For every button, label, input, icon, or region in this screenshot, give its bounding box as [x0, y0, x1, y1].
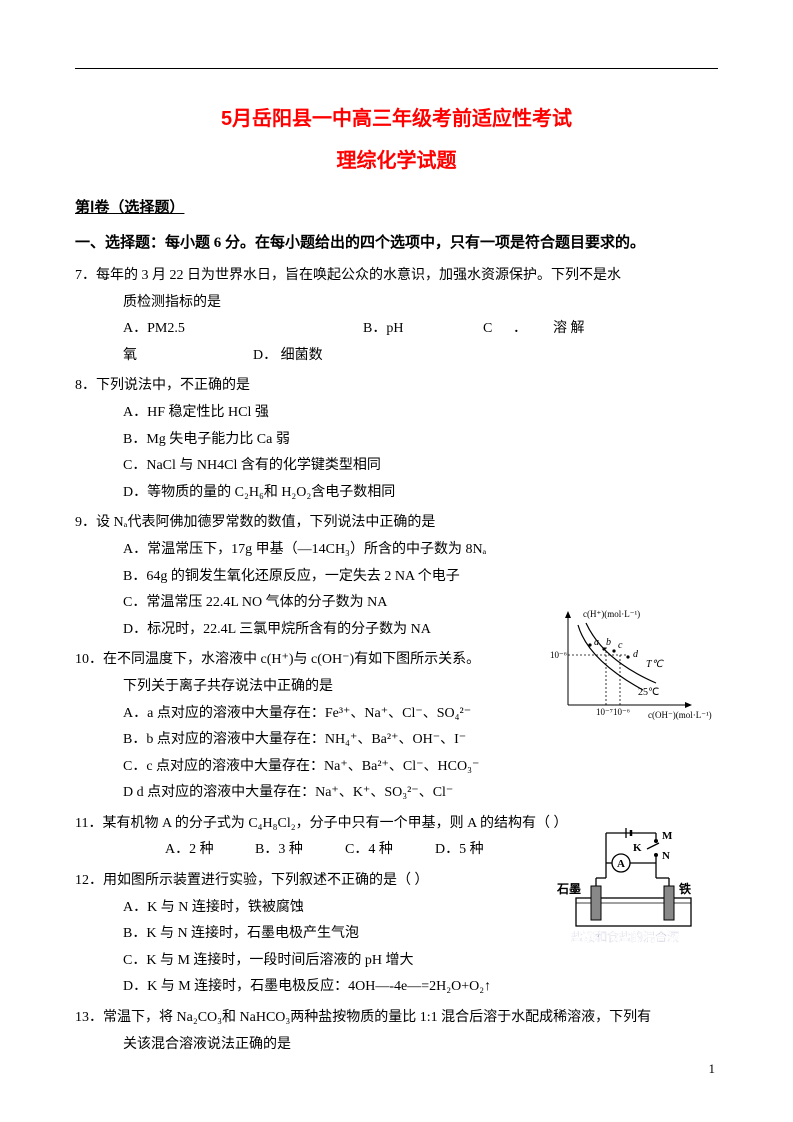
question-13: 13．常温下，将 Na₂CO₃和 NaHCO₃两种盐按物质的量比 1:1 混合后…: [75, 1005, 718, 1058]
section-1-header: 第Ⅰ卷（选择题）: [75, 194, 718, 223]
q7-opt-c-dot: ．: [513, 316, 553, 343]
q11-text: 某有机物 A 的分子式为 C₄H₈Cl₂，分子中只有一个甲基，则 A 的结构有（…: [102, 816, 567, 831]
graph2-n: N: [662, 850, 670, 862]
graph1-temp: T℃: [646, 659, 665, 670]
graph2-left-label: 石墨: [556, 882, 581, 896]
q11-opt-b: B．3 种: [255, 837, 345, 864]
q10-line2: 下列关于离子共存说法中正确的是: [75, 674, 495, 701]
q12-text: 用如图所示装置进行实验，下列叙述不正确的是（ ）: [103, 873, 429, 888]
q13-text1: 常温下，将 Na₂CO₃和 NaHCO₃两种盐按物质的量比 1:1 混合后溶于水…: [103, 1010, 651, 1025]
q7-options-row1: A．PM2.5 B．pH C ． 溶 解: [75, 316, 718, 343]
q8-opt-a: A．HF 稳定性比 HCl 强: [75, 400, 718, 427]
exam-title-sub: 理综化学试题: [75, 142, 718, 180]
q7-opt-d: D． 细菌数: [253, 343, 323, 370]
q7-opt-b: B．pH: [363, 316, 483, 343]
graph1-xlabel: c(OH⁻)(mol·L⁻¹): [648, 710, 712, 720]
q7-opt-c-letter: C: [483, 316, 513, 343]
q8-number: 8．: [75, 378, 96, 393]
q9-text: 设 Nₐ代表阿佛加德罗常数的数值，下列说法中正确的是: [96, 515, 435, 530]
q7-options-row2: 氧 D． 细菌数: [75, 343, 718, 370]
q7-opt-c-text: 溶 解: [553, 316, 585, 343]
graph1-xtick1: 10⁻⁷: [596, 707, 613, 717]
question-8: 8．下列说法中，不正确的是 A．HF 稳定性比 HCl 强 B．Mg 失电子能力…: [75, 373, 718, 506]
q11-number: 11．: [75, 816, 102, 831]
q9-line: 9．设 Nₐ代表阿佛加德罗常数的数值，下列说法中正确的是: [75, 510, 718, 537]
q12-number: 12．: [75, 873, 103, 888]
q8-line: 8．下列说法中，不正确的是: [75, 373, 718, 400]
q12-line: 12．用如图所示装置进行实验，下列叙述不正确的是（ ）: [75, 868, 495, 895]
graph1-ylabel: c(H⁺)(mol·L⁻¹): [583, 609, 640, 619]
graph2-k: K: [633, 842, 642, 854]
q10-opt-a: A．a 点对应的溶液中大量存在：Fe³⁺、Na⁺、Cl⁻、SO₄²⁻: [75, 701, 495, 728]
q9-opt-a: A．常温常压下，17g 甲基（—14CH₃）所含的中子数为 8Nₐ: [75, 537, 718, 564]
q8-opt-b: B．Mg 失电子能力比 Ca 弱: [75, 427, 718, 454]
q7-line2: 质检测指标的是: [75, 290, 718, 317]
q12-opt-b: B．K 与 N 连接时，石墨电极产生气泡: [75, 921, 495, 948]
graph1-pt-d: d: [633, 649, 639, 660]
top-rule-line: [75, 68, 718, 69]
q10-opt-d: D d 点对应的溶液中大量存在：Na⁺、K⁺、SO₃²⁻、Cl⁻: [75, 780, 718, 807]
q9-opt-b: B．64g 的铜发生氧化还原反应，一定失去 2 NA 个电子: [75, 564, 718, 591]
q8-opt-c: C．NaCl 与 NH4Cl 含有的化学键类型相同: [75, 453, 718, 480]
graph1-xtick2: 10⁻⁶: [613, 707, 630, 717]
graph1-pt-b: b: [606, 637, 611, 648]
exam-title-main: 5月岳阳县一中高三年级考前适应性考试: [75, 100, 718, 138]
page-number: 1: [709, 1057, 716, 1082]
q13-number: 13．: [75, 1010, 103, 1025]
graph1-pt-c: c: [618, 640, 623, 651]
q10-number: 10．: [75, 652, 103, 667]
q11-opt-c: C．4 种: [345, 837, 435, 864]
q10-graph: c(H⁺)(mol·L⁻¹) a b c d T℃ 25℃ 10⁻⁶ 10⁻⁷ …: [548, 605, 713, 725]
q7-row2-left: 氧: [123, 343, 253, 370]
q7-number: 7．: [75, 268, 96, 283]
graph1-temp25: 25℃: [638, 687, 659, 698]
q10-opt-b: B．b 点对应的溶液中大量存在：NH₄⁺、Ba²⁺、OH⁻、I⁻: [75, 727, 495, 754]
q9-number: 9．: [75, 515, 96, 530]
graph2-bottom-label: 盐酸和食盐的混合液: [571, 929, 679, 944]
q11-opt-d: D．5 种: [435, 837, 484, 864]
q11-opt-a: A．2 种: [165, 837, 255, 864]
q8-text: 下列说法中，不正确的是: [96, 378, 250, 393]
graph2-m: M: [662, 830, 673, 842]
q7-line1: 7．每年的 3 月 22 日为世界水日，旨在唤起公众的水意识，加强水资源保护。下…: [75, 263, 718, 290]
graph1-ytick: 10⁻⁶: [550, 650, 567, 660]
question-7: 7．每年的 3 月 22 日为世界水日，旨在唤起公众的水意识，加强水资源保护。下…: [75, 263, 718, 369]
q10-opt-c: C．c 点对应的溶液中大量存在：Na⁺、Ba²⁺、Cl⁻、HCO₃⁻: [75, 754, 495, 781]
q12-apparatus: M K N A 石墨 铁 盐酸和食盐的混合液: [551, 823, 711, 948]
q13-line2: 关该混合溶液说法正确的是: [75, 1032, 718, 1059]
q12-opt-d: D．K 与 M 连接时，石墨电极反应：4OH—-4e—=2H₂O+O₂↑: [75, 974, 718, 1001]
q8-opt-d: D．等物质的量的 C₂H₆和 H₂O₂含电子数相同: [75, 480, 718, 507]
q10-text1: 在不同温度下，水溶液中 c(H⁺)与 c(OH⁻)有如下图所示关系。: [103, 652, 480, 667]
q7-text1: 每年的 3 月 22 日为世界水日，旨在唤起公众的水意识，加强水资源保护。下列不…: [96, 268, 621, 283]
section-instruction: 一、选择题：每小题 6 分。在每小题给出的四个选项中，只有一项是符合题目要求的。: [75, 229, 718, 258]
q7-opt-a: A．PM2.5: [123, 316, 363, 343]
graph1-pt-a: a: [594, 637, 599, 648]
q12-opt-a: A．K 与 N 连接时，铁被腐蚀: [75, 895, 495, 922]
q13-line1: 13．常温下，将 Na₂CO₃和 NaHCO₃两种盐按物质的量比 1:1 混合后…: [75, 1005, 718, 1032]
q12-opt-c: C．K 与 M 连接时，一段时间后溶液的 pH 增大: [75, 948, 495, 975]
graph2-right-label: 铁: [679, 881, 691, 896]
graph2-a: A: [617, 858, 625, 870]
